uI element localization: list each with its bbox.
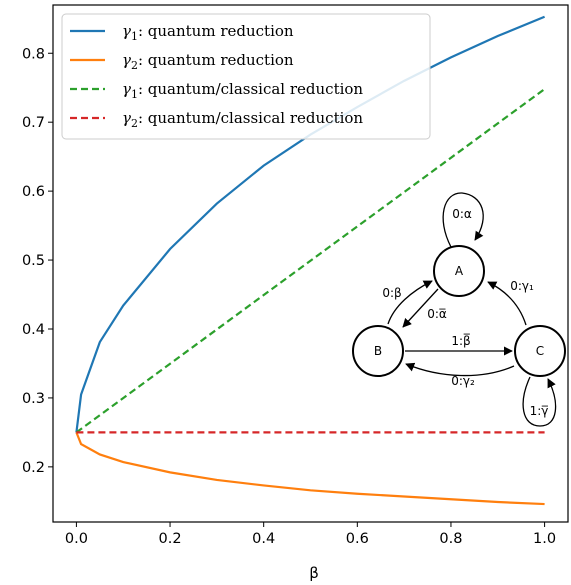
state-c-label: C bbox=[536, 344, 544, 358]
x-tick-label: 0.2 bbox=[159, 531, 182, 547]
edge-a-self-loop bbox=[442, 192, 484, 248]
edge-label-b-to-a: 0:β bbox=[382, 286, 401, 300]
axis-ticks: 0.0 0.2 0.4 0.6 0.8 1.0 0.2 0.3 0.4 0.5 0.6 0.7 0.8 bbox=[22, 46, 556, 547]
state-a: A bbox=[433, 245, 485, 297]
state-b: B bbox=[352, 325, 404, 377]
edge-c-to-b bbox=[405, 362, 515, 377]
x-tick-label: 1.0 bbox=[533, 531, 556, 547]
y-tick-label: 0.4 bbox=[22, 322, 45, 338]
state-c: C bbox=[514, 325, 566, 377]
legend-box bbox=[61, 13, 431, 140]
series-line-3 bbox=[75, 88, 546, 434]
edge-label-a-self: 0:α bbox=[452, 207, 472, 221]
legend-label-1: γ1: quantum reduction bbox=[122, 22, 294, 43]
state-diagram-inset: 0:α 0:β 0:α̅ 0:γ₁ 1:β̅ 0:γ₂ 1:γ̅ A B C bbox=[352, 192, 566, 427]
edge-label-c-self: 1:γ̅ bbox=[530, 404, 549, 418]
y-tick-label: 0.3 bbox=[22, 391, 45, 407]
x-axis-title: β bbox=[309, 564, 319, 582]
y-tick-label: 0.2 bbox=[22, 460, 45, 476]
x-tick-label: 0.8 bbox=[439, 531, 462, 547]
y-tick-label: 0.8 bbox=[22, 46, 45, 62]
edge-label-c-to-b: 0:γ₂ bbox=[451, 374, 475, 388]
edge-label-c-to-a: 0:γ₁ bbox=[510, 279, 534, 293]
state-a-label: A bbox=[455, 264, 464, 278]
x-tick-label: 0.0 bbox=[65, 531, 88, 547]
y-tick-label: 0.6 bbox=[22, 184, 45, 200]
edge-label-a-to-b: 0:α̅ bbox=[427, 307, 447, 321]
legend-label-3: γ1: quantum/classical reduction bbox=[122, 80, 363, 101]
state-b-label: B bbox=[374, 344, 382, 358]
edge-a-to-b bbox=[402, 288, 439, 328]
legend-label-2: γ2: quantum reduction bbox=[122, 51, 294, 72]
edge-b-to-a bbox=[387, 280, 433, 325]
y-tick-label: 0.7 bbox=[22, 115, 45, 131]
series-line-2 bbox=[75, 431, 545, 506]
x-tick-label: 0.4 bbox=[252, 531, 275, 547]
edge-c-to-a bbox=[487, 281, 527, 326]
y-tick-label: 0.5 bbox=[22, 253, 45, 269]
x-tick-label: 0.6 bbox=[346, 531, 369, 547]
legend: γ1: quantum reduction γ2: quantum reducti… bbox=[61, 13, 431, 140]
edge-c-self-loop bbox=[522, 376, 557, 427]
legend-label-4: γ2: quantum/classical reduction bbox=[122, 109, 363, 130]
series-line-1 bbox=[75, 15, 546, 433]
series-lines bbox=[75, 15, 546, 506]
edge-label-b-to-c: 1:β̅ bbox=[451, 333, 470, 348]
